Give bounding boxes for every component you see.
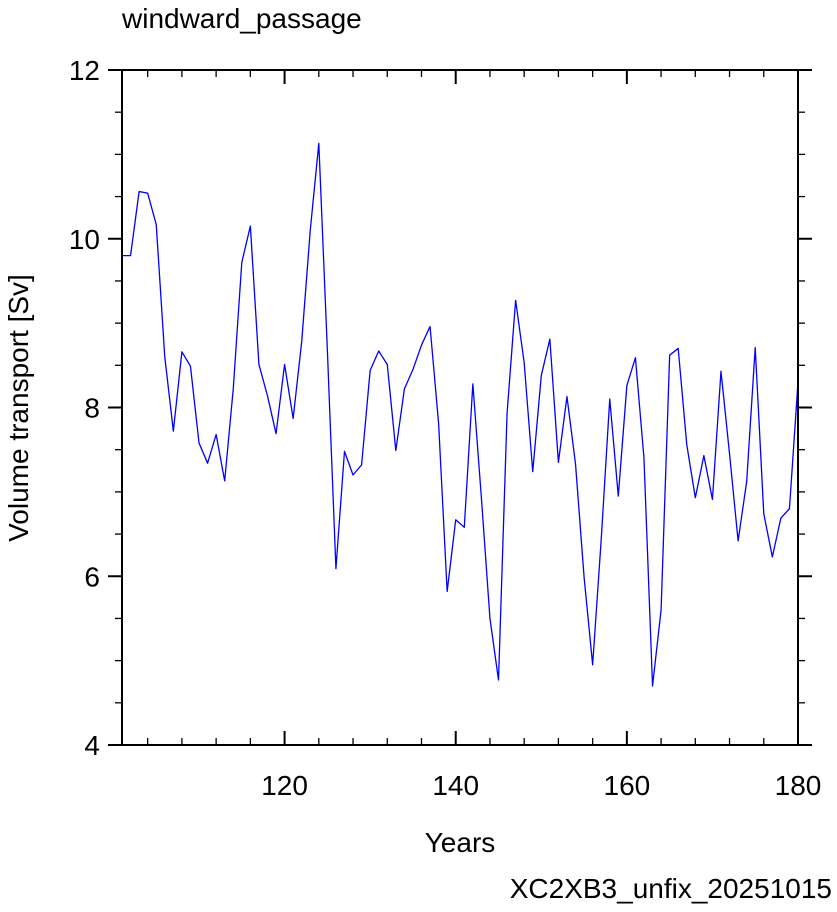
y-tick-label: 6 [84, 561, 100, 592]
tick-labels: 120 140 160 180 4 6 8 10 12 [69, 55, 822, 801]
x-tick-label: 140 [432, 770, 479, 801]
plot-frame [121, 69, 799, 746]
y-tick-label: 4 [84, 730, 100, 761]
y-tick-label: 8 [84, 393, 100, 424]
series-line [122, 142, 799, 687]
y-tick-label: 10 [69, 224, 100, 255]
series-group [122, 142, 799, 687]
chart-title: windward_passage [121, 3, 362, 34]
y-axis-label: Volume transport [Sv] [3, 274, 34, 542]
x-tick-label: 180 [775, 770, 822, 801]
x-tick-label: 120 [261, 770, 308, 801]
axis-ticks [108, 69, 812, 746]
x-axis-label: Years [425, 827, 496, 858]
y-tick-label: 12 [69, 55, 100, 86]
footer-label: XC2XB3_unfix_20251015 [510, 873, 832, 904]
x-tick-label: 160 [604, 770, 651, 801]
